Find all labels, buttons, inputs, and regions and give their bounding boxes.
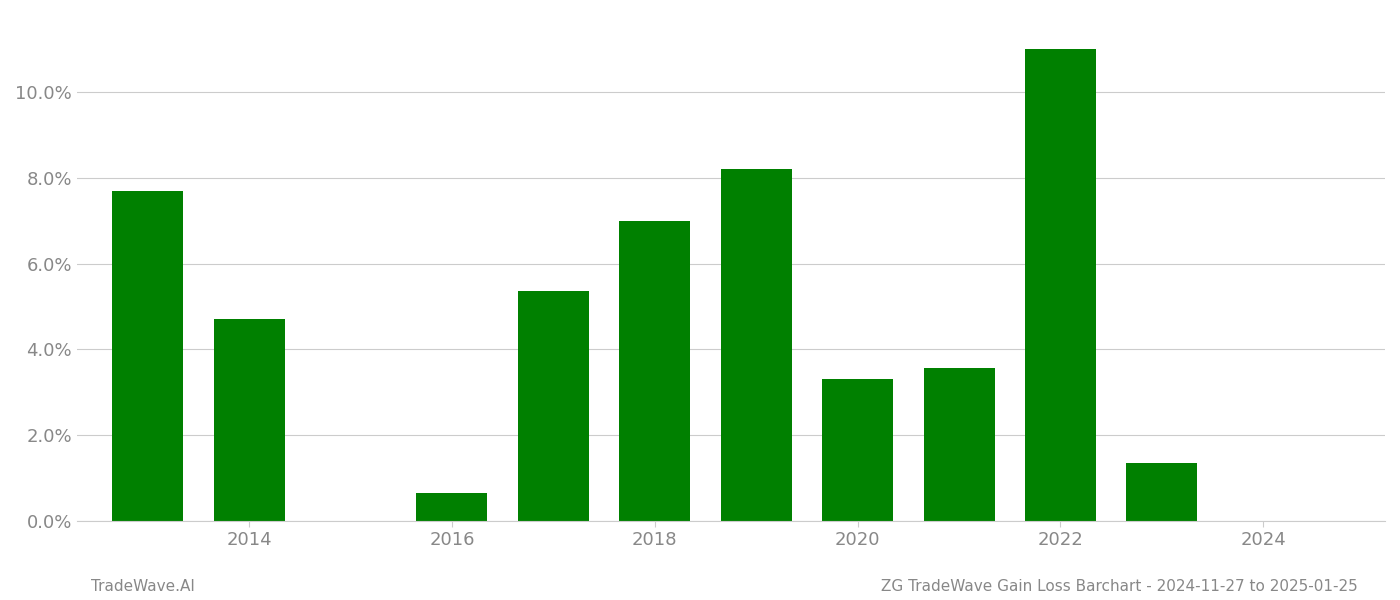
Bar	[518, 292, 589, 521]
Bar	[924, 368, 994, 521]
Bar	[214, 319, 284, 521]
Bar	[721, 169, 791, 521]
Bar	[416, 493, 487, 521]
Bar	[822, 379, 893, 521]
Bar	[619, 221, 690, 521]
Text: TradeWave.AI: TradeWave.AI	[91, 579, 195, 594]
Bar	[1127, 463, 1197, 521]
Text: ZG TradeWave Gain Loss Barchart - 2024-11-27 to 2025-01-25: ZG TradeWave Gain Loss Barchart - 2024-1…	[881, 579, 1358, 594]
Bar	[112, 191, 183, 521]
Bar	[1025, 49, 1096, 521]
